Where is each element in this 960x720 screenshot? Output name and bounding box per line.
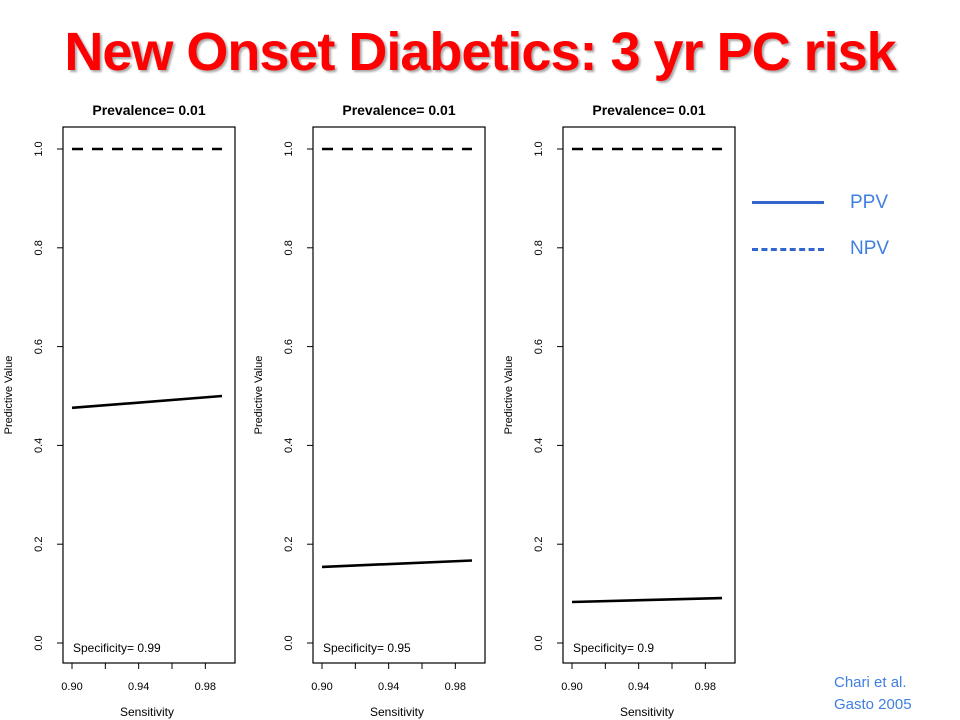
citation-line-1: Chari et al. <box>834 674 907 691</box>
citation-line-2: Gasto 2005 <box>834 696 912 713</box>
y-axis-label: Predictive Value <box>3 356 15 435</box>
x-tick-label: 0.90 <box>61 681 82 693</box>
y-tick-label: 0.0 <box>283 635 295 650</box>
y-tick-label: 0.2 <box>283 537 295 552</box>
legend-ppv-swatch <box>752 201 824 204</box>
specificity-annotation: Specificity= 0.9 <box>573 641 654 655</box>
chart-panel-3: Prevalence= 0.01 0.0 0.2 0.4 0.6 0.8 1.0 Predic… <box>503 102 736 719</box>
slide-title: New Onset Diabetics: 3 yr PC risk <box>64 22 896 82</box>
y-tick-label: 0.0 <box>533 635 545 650</box>
y-tick-label: 1.0 <box>33 141 45 156</box>
panel-title: Prevalence= 0.01 <box>342 102 455 118</box>
specificity-annotation: Specificity= 0.95 <box>323 641 411 655</box>
chart-panel-2: Prevalence= 0.01 0.0 0.2 0.4 0.6 0.8 1.0 Predic… <box>253 102 486 719</box>
y-tick-label: 0.4 <box>33 438 45 453</box>
y-tick-label: 0.6 <box>33 339 45 354</box>
y-tick-label: 0.8 <box>533 240 545 255</box>
y-axis-label: Predictive Value <box>503 356 515 435</box>
x-axis-label: Sensitivity <box>620 705 674 719</box>
plot-frame <box>562 126 736 664</box>
x-tick-label: 0.94 <box>128 681 149 693</box>
y-tick-label: 0.4 <box>283 438 295 453</box>
chart-panel-1: Prevalence= 0.01 0.0 0.2 0.4 0.6 0.8 1.0 Predic… <box>3 102 236 719</box>
x-tick-label: 0.90 <box>311 681 332 693</box>
y-tick-label: 1.0 <box>533 141 545 156</box>
x-tick-label: 0.98 <box>445 681 466 693</box>
y-tick-label: 0.2 <box>33 537 45 552</box>
y-tick-label: 0.6 <box>283 339 295 354</box>
y-tick-label: 0.0 <box>33 635 45 650</box>
plot-frame <box>62 126 236 664</box>
x-tick-label: 0.94 <box>378 681 399 693</box>
plot-frame <box>312 126 486 664</box>
legend-npv-label: NPV <box>850 238 890 259</box>
legend-npv-swatch <box>752 248 824 251</box>
x-tick-label: 0.98 <box>195 681 216 693</box>
y-tick-label: 1.0 <box>283 141 295 156</box>
x-axis-label: Sensitivity <box>370 705 424 719</box>
x-tick-label: 0.94 <box>628 681 649 693</box>
citation: Chari et al. Gasto 2005 <box>834 672 912 716</box>
ppv-line <box>321 559 473 569</box>
legend-ppv-label: PPV <box>850 192 889 213</box>
specificity-annotation: Specificity= 0.99 <box>73 641 161 655</box>
y-tick-label: 0.8 <box>33 240 45 255</box>
panel-title: Prevalence= 0.01 <box>592 102 705 118</box>
panel-title: Prevalence= 0.01 <box>92 102 205 118</box>
x-tick-label: 0.98 <box>695 681 716 693</box>
y-axis-label: Predictive Value <box>253 356 265 435</box>
ppv-line <box>571 596 723 604</box>
ppv-line <box>71 394 223 410</box>
y-tick-label: 0.4 <box>533 438 545 453</box>
y-tick-label: 0.2 <box>533 537 545 552</box>
legend: PPV NPV <box>752 190 952 270</box>
x-tick-label: 0.90 <box>561 681 582 693</box>
y-tick-label: 0.8 <box>283 240 295 255</box>
x-axis-label: Sensitivity <box>120 705 174 719</box>
y-tick-label: 0.6 <box>533 339 545 354</box>
